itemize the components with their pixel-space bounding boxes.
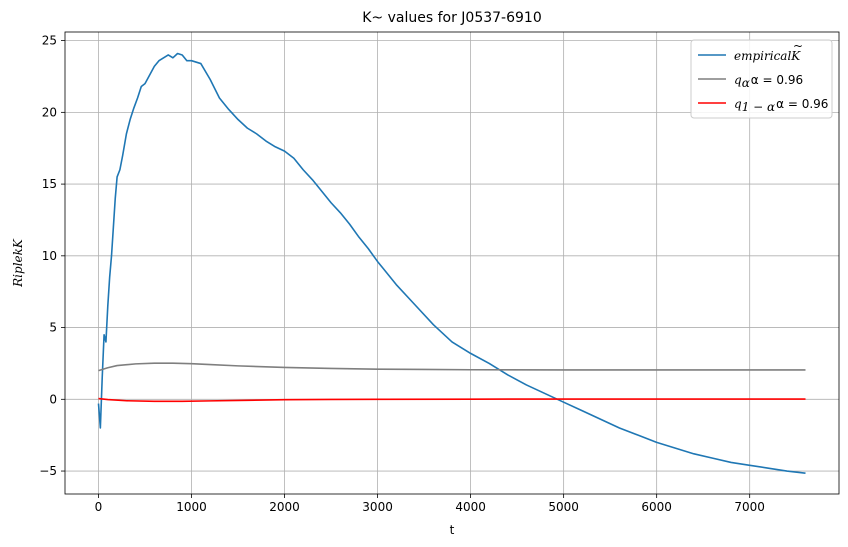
legend-tilde: ~ — [793, 39, 803, 53]
legend-label-empirical: empiricalK — [734, 49, 801, 63]
y-tick-label: 5 — [49, 321, 57, 335]
y-tick-label: 20 — [42, 105, 57, 119]
x-tick-label: 6000 — [641, 500, 672, 514]
x-tick-label: 3000 — [362, 500, 393, 514]
x-tick-label: 5000 — [548, 500, 579, 514]
y-axis-label: RiplekK — [11, 238, 25, 288]
plot-frame — [64, 31, 840, 495]
y-tick-label: 0 — [49, 392, 57, 406]
series-line-q-one-minus-alpha — [98, 397, 806, 403]
legend: empiricalK ~ qαα = 0.96 q1 − αα = 0.96 — [690, 39, 833, 119]
x-tick-label: 1000 — [176, 500, 207, 514]
axis-ticks: 0 1000 2000 3000 4000 5000 6000 7000 −5 0 5 10 15 20 2… — [39, 34, 765, 514]
series-line-empirical — [97, 52, 806, 474]
y-tick-label: 25 — [42, 34, 57, 48]
y-tick-label: 15 — [42, 177, 57, 191]
y-tick-label: 10 — [42, 249, 57, 263]
legend-box — [690, 39, 833, 119]
x-tick-label: 0 — [95, 500, 103, 514]
legend-label-q-one-minus-alpha: q1 − αα = 0.96 — [734, 97, 828, 114]
series-line-q-alpha — [98, 362, 806, 372]
y-tick-label: −5 — [39, 464, 57, 478]
x-tick-label: 4000 — [455, 500, 486, 514]
legend-label-q-alpha: qαα = 0.96 — [734, 73, 803, 90]
x-tick-label: 2000 — [269, 500, 300, 514]
x-axis-label: t — [450, 523, 455, 537]
x-tick-label: 7000 — [734, 500, 765, 514]
chart-title: K~ values for J0537-6910 — [362, 10, 541, 26]
series-layer — [97, 52, 806, 474]
